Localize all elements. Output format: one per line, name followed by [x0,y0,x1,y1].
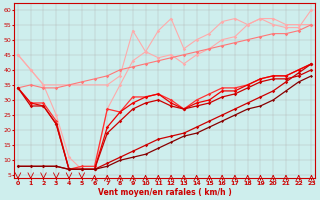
X-axis label: Vent moyen/en rafales ( km/h ): Vent moyen/en rafales ( km/h ) [98,188,232,197]
